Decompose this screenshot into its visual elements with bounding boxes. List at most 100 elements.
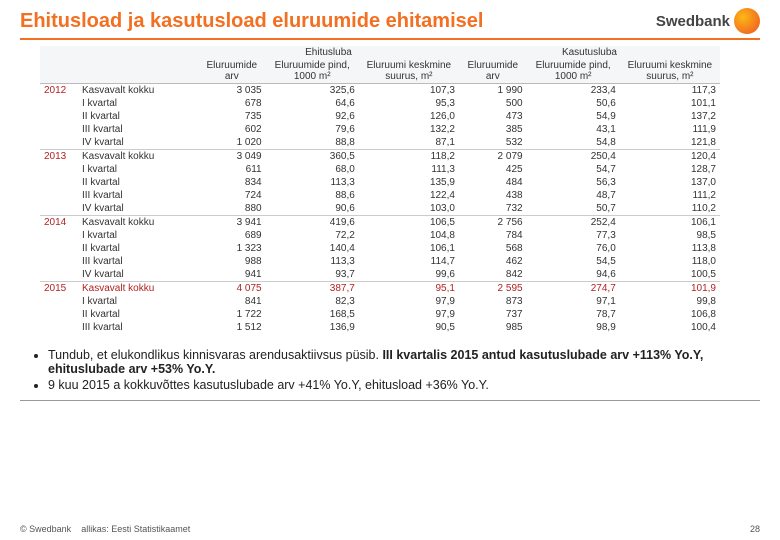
col-header: Eluruumide pind, 1000 m²	[266, 59, 359, 84]
cell: 100,5	[620, 268, 720, 282]
cell: 842	[459, 268, 527, 282]
row-label: IV kvartal	[78, 268, 198, 282]
cell: 98,5	[620, 229, 720, 242]
row-label: I kvartal	[78, 229, 198, 242]
cell: 834	[198, 176, 266, 189]
cell: 111,9	[620, 123, 720, 136]
cell: 473	[459, 110, 527, 123]
cell: 118,2	[359, 150, 459, 164]
row-label: I kvartal	[78, 163, 198, 176]
row-label: II kvartal	[78, 176, 198, 189]
row-label: IV kvartal	[78, 202, 198, 216]
cell: 56,3	[527, 176, 620, 189]
total-label: Kasvavalt kokku	[78, 150, 198, 164]
bullet-2: 9 kuu 2015 a kokkuvõttes kasutuslubade a…	[48, 378, 750, 392]
cell: 117,3	[620, 84, 720, 98]
cell: 97,9	[359, 295, 459, 308]
cell: 880	[198, 202, 266, 216]
year-cell: 2014	[40, 216, 78, 230]
row-label: III kvartal	[78, 321, 198, 334]
cell: 64,6	[266, 97, 359, 110]
cell: 532	[459, 136, 527, 150]
cell: 97,9	[359, 308, 459, 321]
row-label: IV kvartal	[78, 136, 198, 150]
group-header-2: Kasutusluba	[459, 46, 720, 59]
cell: 101,1	[620, 97, 720, 110]
cell: 106,1	[359, 242, 459, 255]
cell: 90,5	[359, 321, 459, 334]
footer-divider	[20, 400, 760, 401]
cell: 568	[459, 242, 527, 255]
row-label: III kvartal	[78, 255, 198, 268]
col-header: Eluruumi keskmine suurus, m²	[620, 59, 720, 84]
cell: 90,6	[266, 202, 359, 216]
cell: 94,6	[527, 268, 620, 282]
bullet-list: Tundub, et elukondlikus kinnisvaras aren…	[0, 334, 780, 392]
cell: 500	[459, 97, 527, 110]
cell: 233,4	[527, 84, 620, 98]
footer-source: allikas: Eesti Statistikaamet	[81, 524, 190, 534]
footer-copyright: © Swedbank	[20, 524, 71, 534]
bullet-1: Tundub, et elukondlikus kinnisvaras aren…	[48, 348, 750, 376]
cell: 98,9	[527, 321, 620, 334]
cell: 985	[459, 321, 527, 334]
cell: 88,8	[266, 136, 359, 150]
cell: 99,8	[620, 295, 720, 308]
cell: 462	[459, 255, 527, 268]
cell: 385	[459, 123, 527, 136]
cell: 101,9	[620, 282, 720, 296]
cell: 425	[459, 163, 527, 176]
cell: 114,7	[359, 255, 459, 268]
cell: 113,3	[266, 176, 359, 189]
cell: 78,7	[527, 308, 620, 321]
cell: 122,4	[359, 189, 459, 202]
cell: 1 020	[198, 136, 266, 150]
cell: 111,2	[620, 189, 720, 202]
cell: 325,6	[266, 84, 359, 98]
cell: 106,8	[620, 308, 720, 321]
cell: 103,0	[359, 202, 459, 216]
cell: 50,7	[527, 202, 620, 216]
cell: 724	[198, 189, 266, 202]
row-label: II kvartal	[78, 242, 198, 255]
row-label: III kvartal	[78, 189, 198, 202]
cell: 360,5	[266, 150, 359, 164]
cell: 252,4	[527, 216, 620, 230]
cell: 135,9	[359, 176, 459, 189]
cell: 689	[198, 229, 266, 242]
cell: 106,1	[620, 216, 720, 230]
cell: 120,4	[620, 150, 720, 164]
cell: 2 595	[459, 282, 527, 296]
cell: 113,3	[266, 255, 359, 268]
cell: 732	[459, 202, 527, 216]
row-label: I kvartal	[78, 97, 198, 110]
cell: 140,4	[266, 242, 359, 255]
col-header: Eluruumide pind, 1000 m²	[527, 59, 620, 84]
brand-text: Swedbank	[656, 13, 730, 30]
col-header: Eluruumide arv	[459, 59, 527, 84]
data-table: Ehitusluba Kasutusluba Eluruumide arvElu…	[40, 46, 720, 334]
page-number: 28	[750, 524, 760, 534]
cell: 873	[459, 295, 527, 308]
cell: 104,8	[359, 229, 459, 242]
cell: 419,6	[266, 216, 359, 230]
cell: 54,9	[527, 110, 620, 123]
year-cell: 2013	[40, 150, 78, 164]
cell: 941	[198, 268, 266, 282]
cell: 3 049	[198, 150, 266, 164]
bullet-1-text: Tundub, et elukondlikus kinnisvaras aren…	[48, 348, 382, 362]
cell: 602	[198, 123, 266, 136]
cell: 737	[459, 308, 527, 321]
year-cell: 2015	[40, 282, 78, 296]
row-label: III kvartal	[78, 123, 198, 136]
cell: 4 075	[198, 282, 266, 296]
cell: 54,8	[527, 136, 620, 150]
cell: 82,3	[266, 295, 359, 308]
cell: 110,2	[620, 202, 720, 216]
row-label: II kvartal	[78, 110, 198, 123]
cell: 107,3	[359, 84, 459, 98]
cell: 3 941	[198, 216, 266, 230]
total-label: Kasvavalt kokku	[78, 84, 198, 98]
cell: 137,2	[620, 110, 720, 123]
cell: 111,3	[359, 163, 459, 176]
